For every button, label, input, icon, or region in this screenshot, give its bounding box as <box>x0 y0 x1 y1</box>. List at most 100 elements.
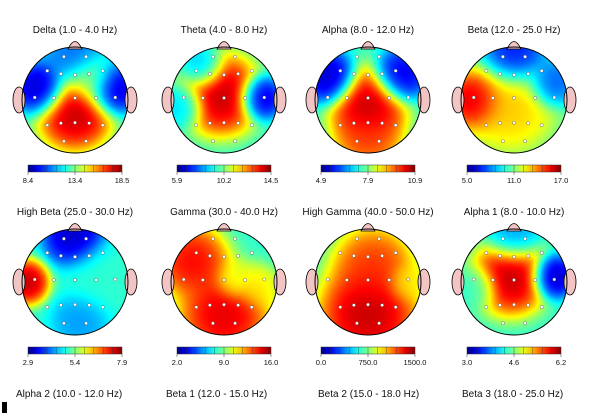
electrode-dot <box>393 123 398 127</box>
electrode-dot <box>45 250 50 255</box>
electrode-dot <box>94 278 98 282</box>
electrode-dot <box>338 250 343 255</box>
electrode-dot <box>84 236 88 241</box>
electrode-dot <box>222 120 226 125</box>
electrode-dot <box>406 277 411 282</box>
electrode-dot <box>100 68 105 73</box>
tick-label: 10.9 <box>408 176 423 185</box>
electrode-dot <box>352 72 356 76</box>
electrode-dot <box>208 254 212 258</box>
electrode-dot <box>87 72 91 76</box>
electrode-dot <box>366 120 370 125</box>
tick-label: 8.4 <box>23 176 33 185</box>
electrode-dot <box>236 254 240 258</box>
electrode-dot <box>208 303 212 307</box>
nose-shape <box>67 41 83 50</box>
electrode-dot <box>194 305 199 309</box>
electrode-dot <box>208 72 212 76</box>
electrode-dot <box>87 121 91 125</box>
heatmap-field-high-gamma-40-0-50-0-hz <box>315 229 421 335</box>
electrode-dot <box>380 72 384 76</box>
electrode-dot <box>533 96 537 100</box>
electrode-dot <box>32 277 37 282</box>
electrode-dot <box>526 303 530 307</box>
electrode-dot <box>393 68 398 73</box>
map-title-high-beta-25-0-30-0-hz: High Beta (25.0 - 30.0 Hz) <box>17 207 133 218</box>
electrode-dot <box>526 72 530 76</box>
bottom-title-alpha2: Alpha 2 (10.0 - 12.0 Hz) <box>16 389 123 400</box>
electrode-dot <box>393 250 398 255</box>
electrode-dot <box>526 121 530 125</box>
electrode-dot <box>249 250 254 255</box>
map-title-theta-4-0-8-0-hz: Theta (4.0 - 8.0 Hz) <box>181 25 268 36</box>
topomap-beta-12-0-25-0-hz: Beta (12.0 - 25.0 Hz) 5.0 11.0 17.0 <box>451 25 577 185</box>
tick-label: 10.2 <box>217 176 232 185</box>
tick-label: 3.0 <box>462 358 472 367</box>
tick-label: 7.9 <box>117 358 127 367</box>
electrode-dot <box>387 96 391 100</box>
electrode-dot <box>501 321 505 326</box>
electrode-dot <box>539 250 544 255</box>
electrode-dot <box>59 303 63 307</box>
electrode-dot <box>526 254 530 258</box>
electrode-dot <box>222 255 226 259</box>
electrode-dot <box>366 255 370 259</box>
electrode-dot <box>100 123 105 127</box>
electrode-dot <box>84 54 88 59</box>
corner-mark <box>2 402 7 413</box>
electrode-dot <box>352 121 356 125</box>
tick-label: 5.9 <box>172 176 182 185</box>
head-outline <box>314 46 422 154</box>
tick-label: 5.0 <box>462 176 472 185</box>
map-title-alpha-8-0-12-0-hz: Alpha (8.0 - 12.0 Hz) <box>322 25 414 36</box>
electrode-dot <box>512 255 516 259</box>
electrode-dot <box>222 96 226 100</box>
electrode-dot <box>201 278 205 282</box>
electrode-dot <box>380 121 384 125</box>
electrode-dot <box>325 277 330 282</box>
head-outline <box>21 46 129 154</box>
electrode-dot <box>380 254 384 258</box>
electrode-dot <box>539 68 544 73</box>
head-outline <box>170 228 278 336</box>
electrode-dot <box>233 321 237 326</box>
electrode-dot <box>32 95 37 100</box>
electrode-dot <box>366 96 370 100</box>
nose-shape <box>216 41 232 50</box>
electrode-dot <box>62 236 66 241</box>
heatmap-field-delta-1-0-4-0-hz <box>22 47 128 153</box>
map-title-delta-1-0-4-0-hz: Delta (1.0 - 4.0 Hz) <box>33 25 117 36</box>
electrode-dot <box>249 123 254 127</box>
electrode-dot <box>73 302 77 307</box>
electrode-dot <box>262 95 267 100</box>
electrode-dot <box>45 305 50 309</box>
heatmap-field-theta-4-0-8-0-hz <box>171 47 277 153</box>
nose-shape <box>360 41 376 50</box>
electrode-dot <box>194 250 199 255</box>
map-title-gamma-30-0-40-0-hz: Gamma (30.0 - 40.0 Hz) <box>170 207 278 218</box>
electrode-dot <box>73 255 77 259</box>
electrode-dot <box>52 96 56 100</box>
electrode-dot <box>208 121 212 125</box>
electrode-dot <box>211 236 215 241</box>
electrode-dot <box>377 321 381 326</box>
heatmap-field-gamma-30-0-40-0-hz <box>171 229 277 335</box>
electrode-dot <box>201 96 205 100</box>
electrode-dot <box>262 277 267 282</box>
electrode-dot <box>491 278 495 282</box>
tick-label: 18.5 <box>115 176 130 185</box>
electrode-dot <box>338 123 343 127</box>
head-outline <box>170 46 278 154</box>
electrode-dot <box>471 95 476 100</box>
bottom-title-beta1: Beta 1 (12.0 - 15.0 Hz) <box>166 389 268 400</box>
electrode-dot <box>552 95 557 100</box>
electrode-dot <box>501 54 505 59</box>
bottom-title-beta2: Beta 2 (15.0 - 18.0 Hz) <box>318 389 420 400</box>
electrode-dot <box>181 95 186 100</box>
electrode-dot <box>222 73 226 77</box>
heatmap-field-alpha-8-0-12-0-hz <box>315 47 421 153</box>
map-title-beta-12-0-25-0-hz: Beta (12.0 - 25.0 Hz) <box>468 25 561 36</box>
electrode-dot <box>338 68 343 73</box>
nose-shape <box>67 223 83 232</box>
head-outline <box>314 228 422 336</box>
